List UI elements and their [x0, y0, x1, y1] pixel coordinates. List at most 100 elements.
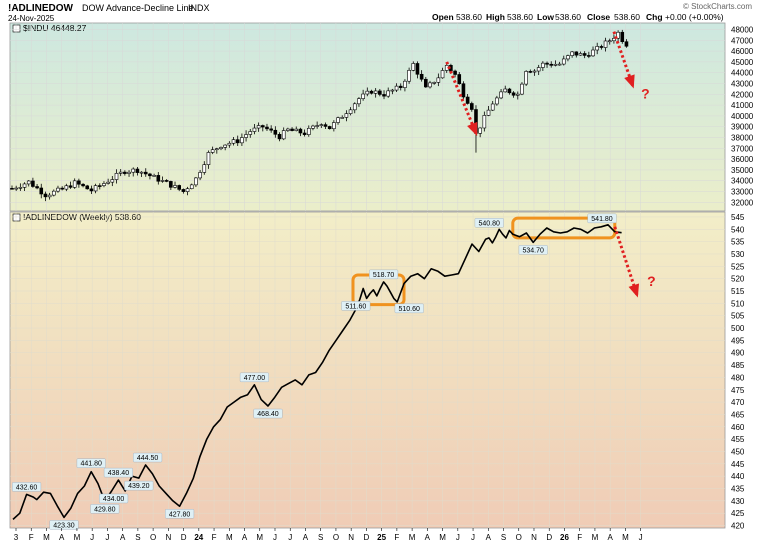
- price-y-tick-label: 40000: [731, 112, 754, 121]
- value-label-bg: [474, 218, 504, 228]
- candle-body: [620, 31, 625, 42]
- candle-body: [240, 137, 244, 144]
- x-tick-label: S: [318, 533, 323, 542]
- candle-body: [624, 41, 629, 47]
- candle-body: [495, 97, 499, 105]
- candle-body: [194, 177, 198, 186]
- candle-body: [123, 171, 127, 174]
- candle-body: [332, 122, 336, 130]
- price-gridlines: [10, 23, 725, 211]
- candle-body: [415, 63, 420, 75]
- value-label-bg: [341, 301, 371, 311]
- price-y-tick-label: 36000: [731, 155, 754, 164]
- candle-body: [97, 185, 102, 187]
- candlestick-series: [10, 29, 629, 202]
- candle-body: [93, 185, 98, 192]
- value-label: 423.30: [53, 522, 75, 529]
- adline-y-tick-label: 535: [731, 238, 745, 247]
- x-tick-label: A: [303, 533, 309, 542]
- x-tick-label: 26: [560, 533, 569, 542]
- value-label: 427.80: [169, 511, 191, 518]
- candle-body: [298, 128, 303, 134]
- candle-body: [365, 90, 370, 95]
- candle-body: [260, 125, 265, 128]
- candle-body: [557, 63, 562, 66]
- candle-body: [135, 168, 140, 173]
- value-label: 434.00: [103, 496, 125, 503]
- arrow-head: [467, 121, 478, 136]
- candle-body: [89, 188, 94, 192]
- candle-body: [541, 62, 545, 68]
- candle-body: [114, 173, 119, 180]
- candle-body: [361, 93, 365, 99]
- x-tick-label: 25: [377, 533, 386, 542]
- value-label-bg: [253, 408, 283, 419]
- candle-body: [327, 126, 332, 130]
- x-tick-label: 3: [14, 533, 19, 542]
- candle-body: [277, 134, 282, 140]
- candle-body: [72, 180, 77, 188]
- high-value: 538.60: [507, 12, 533, 22]
- price-y-tick-label: 48000: [731, 25, 754, 34]
- adline-y-tick-label: 475: [731, 386, 745, 395]
- value-label-bg: [587, 213, 617, 224]
- candle-body: [269, 128, 273, 131]
- candle-body: [607, 40, 612, 43]
- candle-body: [256, 125, 261, 129]
- candle-body: [231, 139, 236, 144]
- adline-y-tick-label: 430: [731, 497, 745, 506]
- adline-y-tick-label: 455: [731, 435, 745, 444]
- x-tick-label: A: [607, 533, 613, 542]
- x-tick-label: M: [74, 533, 81, 542]
- candle-body: [219, 147, 223, 150]
- x-tick-label: M: [592, 533, 599, 542]
- candle-body: [461, 83, 466, 98]
- value-label-bg: [124, 480, 154, 491]
- x-tick-label: F: [29, 533, 34, 542]
- candle-body: [587, 55, 591, 57]
- adline-y-tick-label: 490: [731, 349, 745, 358]
- x-tick-label: J: [90, 533, 94, 542]
- adline-y-tick-label: 525: [731, 262, 745, 271]
- value-label: 510.60: [398, 306, 420, 313]
- candle-body: [591, 49, 595, 57]
- adline-y-tick-label: 440: [731, 472, 745, 481]
- x-tick-label: J: [105, 533, 109, 542]
- candle-body: [127, 171, 131, 174]
- candle-body: [56, 187, 60, 192]
- candle-body: [398, 85, 403, 88]
- value-label-bg: [518, 245, 548, 255]
- candle-body: [407, 70, 411, 82]
- x-tick-label: A: [59, 533, 65, 542]
- open-label: Open: [432, 12, 454, 22]
- x-tick-label: D: [181, 533, 187, 542]
- value-label: 534.70: [522, 247, 544, 254]
- adline-y-axis: 420 425 430 435 440 445 450 455 460 465 470 475 480 4…: [731, 213, 745, 531]
- candle-body: [22, 183, 27, 188]
- adline-y-tick-label: 520: [731, 275, 745, 284]
- close-value: 538.60: [614, 12, 640, 22]
- candle-body: [578, 53, 583, 56]
- adline-y-tick-label: 515: [731, 287, 745, 296]
- value-label: 429.80: [94, 506, 116, 513]
- candle-body: [77, 180, 81, 185]
- candle-body: [26, 180, 31, 185]
- watermark: © StockCharts.com: [683, 2, 752, 11]
- candle-body: [478, 127, 482, 134]
- candle-body: [215, 148, 219, 151]
- candle-body: [465, 96, 470, 104]
- adline-y-tick-label: 450: [731, 447, 745, 456]
- adline-y-tick-label: 505: [731, 312, 745, 321]
- candle-body: [382, 94, 386, 97]
- candle-body: [536, 67, 541, 72]
- candle-body: [595, 46, 600, 51]
- value-label-bg: [133, 452, 163, 463]
- x-tick-label: M: [439, 533, 446, 542]
- candle-body: [85, 185, 90, 190]
- x-tick-label: S: [135, 533, 140, 542]
- price-projection-arrow: [612, 31, 635, 89]
- x-tick-label: J: [273, 533, 277, 542]
- low-value: 538.60: [555, 12, 581, 22]
- question-mark-annotation: ?: [641, 86, 650, 102]
- value-label-bg: [90, 504, 120, 514]
